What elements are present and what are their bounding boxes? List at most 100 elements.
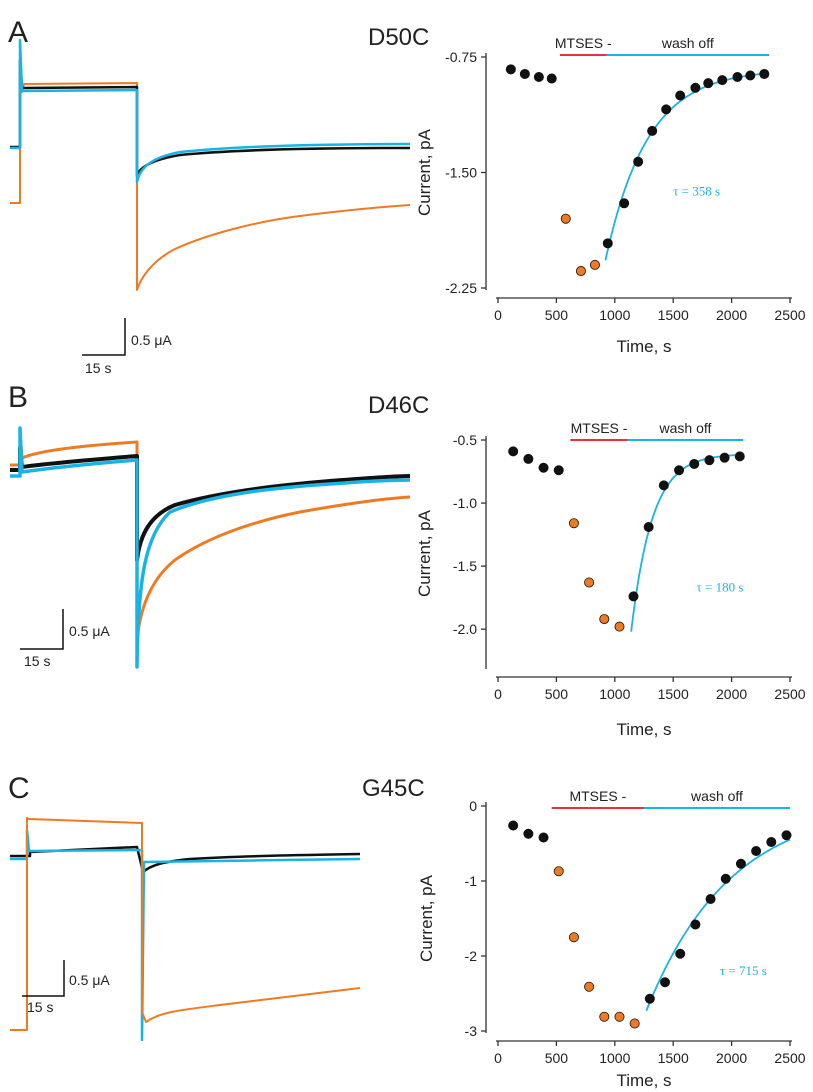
data-point-black [717, 75, 728, 86]
data-point-orange [584, 577, 595, 588]
data-point-black [553, 465, 564, 476]
data-point-orange [614, 1011, 625, 1022]
scale-bar [20, 609, 64, 650]
panel-letter: C [8, 772, 30, 805]
data-point-black [633, 156, 644, 167]
data-point-orange [589, 259, 600, 270]
data-point-black [745, 70, 756, 81]
data-point-black [661, 104, 672, 115]
data-point-black [675, 948, 686, 959]
x-tick-label: 2500 [774, 307, 805, 323]
data-point-black [766, 837, 777, 848]
data-point-black [720, 873, 731, 884]
y-tick-label: -2.25 [445, 280, 477, 296]
panel-a: A 0.5 μA 15 s D50C -0.75 -1.50 -2.25 0 500 10… [8, 16, 806, 376]
data-point-orange [553, 866, 564, 877]
data-point-black [751, 846, 762, 857]
x-axis-label: Time, s [616, 720, 671, 739]
y-tick-label: -0.75 [445, 49, 477, 65]
data-point-orange [568, 932, 579, 943]
data-point-black [735, 858, 746, 869]
treatment-label: wash off [659, 420, 712, 436]
chart-b: -0.5 -1.0 -1.5 -2.0 0 500 1000 1500 2000 2500 Time… [415, 420, 806, 739]
panel-letter: A [8, 16, 28, 49]
data-point-black [533, 72, 544, 83]
data-point-black [690, 82, 701, 93]
x-axis-label: Time, s [616, 337, 671, 356]
x-tick-label: 500 [545, 686, 569, 702]
x-tick-label: 1500 [658, 307, 689, 323]
data-point-orange [584, 981, 595, 992]
scale-bar-amplitude: 0.5 μA [69, 972, 110, 988]
trace-orange [10, 817, 361, 1031]
data-point-black [602, 238, 613, 249]
data-point-black [705, 894, 716, 905]
trace-orange [10, 45, 411, 291]
data-point-black [703, 78, 714, 89]
data-point-black [647, 125, 658, 136]
data-point-black [538, 462, 549, 473]
x-tick-label: 1500 [658, 686, 689, 702]
data-point-orange [599, 614, 610, 625]
data-point-black [523, 828, 534, 839]
data-point-black [508, 446, 519, 457]
x-tick-label: 1500 [658, 1050, 689, 1066]
x-tick-label: 500 [545, 1050, 569, 1066]
x-axis-label: Time, s [616, 1071, 671, 1090]
y-tick-label: -3 [465, 1023, 478, 1039]
scale-bar-time: 15 s [24, 653, 50, 669]
data-point-black [519, 68, 530, 79]
data-point-black [628, 591, 639, 602]
data-point-black [508, 820, 519, 831]
data-point-black [644, 993, 655, 1004]
x-tick-label: 2000 [716, 1050, 747, 1066]
data-point-black [719, 452, 730, 463]
mutant-label: D46C [368, 392, 429, 419]
data-point-black [538, 832, 549, 843]
data-point-orange [568, 518, 579, 529]
y-tick-label: -1 [465, 873, 478, 889]
data-point-black [781, 830, 792, 841]
current-traces [10, 426, 411, 669]
y-tick-label: 0 [469, 798, 477, 814]
y-tick-label: -1.50 [445, 165, 477, 181]
tau-label: τ = 715 s [720, 963, 767, 978]
data-point-black [674, 465, 685, 476]
data-point-orange [614, 621, 625, 632]
data-point-black [523, 453, 534, 464]
treatment-label: MTSES - [555, 35, 612, 51]
chart-c: 0 -1 -2 -3 0 500 1000 1500 2000 2500 Time, s Curren… [417, 788, 806, 1090]
x-tick-label: 2000 [716, 686, 747, 702]
x-tick-label: 2500 [774, 1050, 805, 1066]
data-point-orange [599, 1011, 610, 1022]
scale-bar [82, 318, 126, 356]
y-tick-label: -0.5 [453, 432, 477, 448]
data-point-black [658, 480, 669, 491]
x-tick-label: 1000 [599, 307, 630, 323]
y-axis-label: Current, pA [415, 509, 434, 597]
data-point-black [643, 522, 654, 533]
trace-cyan [10, 828, 361, 1042]
data-point-orange [560, 213, 571, 224]
fit-curve [645, 838, 791, 1012]
panel-b: B 0.5 μA 15 s D46C -0.5 -1.0 -1.5 -2.0 0 500 1… [8, 381, 806, 739]
treatment-label: MTSES - [569, 788, 626, 804]
x-tick-label: 0 [494, 307, 502, 323]
x-tick-label: 2000 [716, 307, 747, 323]
panel-letter: B [8, 381, 28, 414]
x-tick-label: 0 [494, 686, 502, 702]
y-tick-label: -1.5 [453, 558, 477, 574]
data-point-black [660, 977, 671, 988]
current-traces [10, 817, 361, 1042]
trace-black [10, 58, 411, 177]
x-tick-label: 0 [494, 1050, 502, 1066]
fit-curve [630, 453, 743, 632]
treatment-label: wash off [690, 788, 743, 804]
y-axis-label: Current, pA [417, 874, 436, 962]
scale-bar-time: 15 s [27, 999, 53, 1015]
data-point-orange [575, 266, 586, 277]
trace-cyan [10, 38, 411, 184]
data-point-black [704, 455, 715, 466]
y-tick-label: -1.0 [453, 495, 477, 511]
